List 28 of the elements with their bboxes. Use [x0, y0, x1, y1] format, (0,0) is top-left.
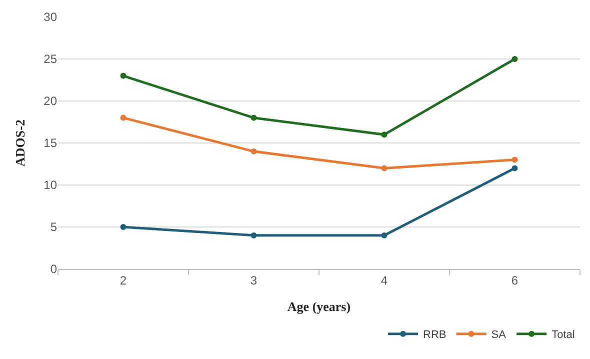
y-tick-label: 15: [44, 136, 58, 150]
point: [381, 165, 388, 172]
point: [250, 114, 257, 121]
point: [120, 224, 126, 230]
point: [250, 148, 257, 154]
y-tick-label: 5: [50, 220, 58, 234]
legend-label: RRB: [423, 329, 446, 342]
y-tick-label: 20: [44, 94, 58, 108]
point: [512, 56, 518, 62]
y-tick-label: 25: [44, 52, 58, 66]
x-axis-title: Age (years): [287, 299, 351, 314]
x-tick-label: 6: [511, 273, 518, 288]
y-tick-label: 0: [50, 262, 58, 276]
x-tick-label: 3: [250, 273, 258, 288]
point: [512, 156, 518, 163]
legend-label: Total: [552, 329, 575, 342]
point: [381, 132, 388, 138]
point: [512, 165, 518, 172]
point: [120, 72, 126, 79]
y-axis-title: ADOS-2: [12, 120, 28, 166]
point: [250, 232, 257, 238]
x-tick-label: 2: [120, 273, 127, 288]
x-tick-label: 4: [380, 273, 388, 288]
legend-label: SA: [491, 329, 507, 342]
point: [120, 114, 126, 121]
y-tick-label: 30: [44, 10, 58, 24]
y-tick-label: 10: [44, 178, 58, 192]
point: [381, 232, 388, 238]
